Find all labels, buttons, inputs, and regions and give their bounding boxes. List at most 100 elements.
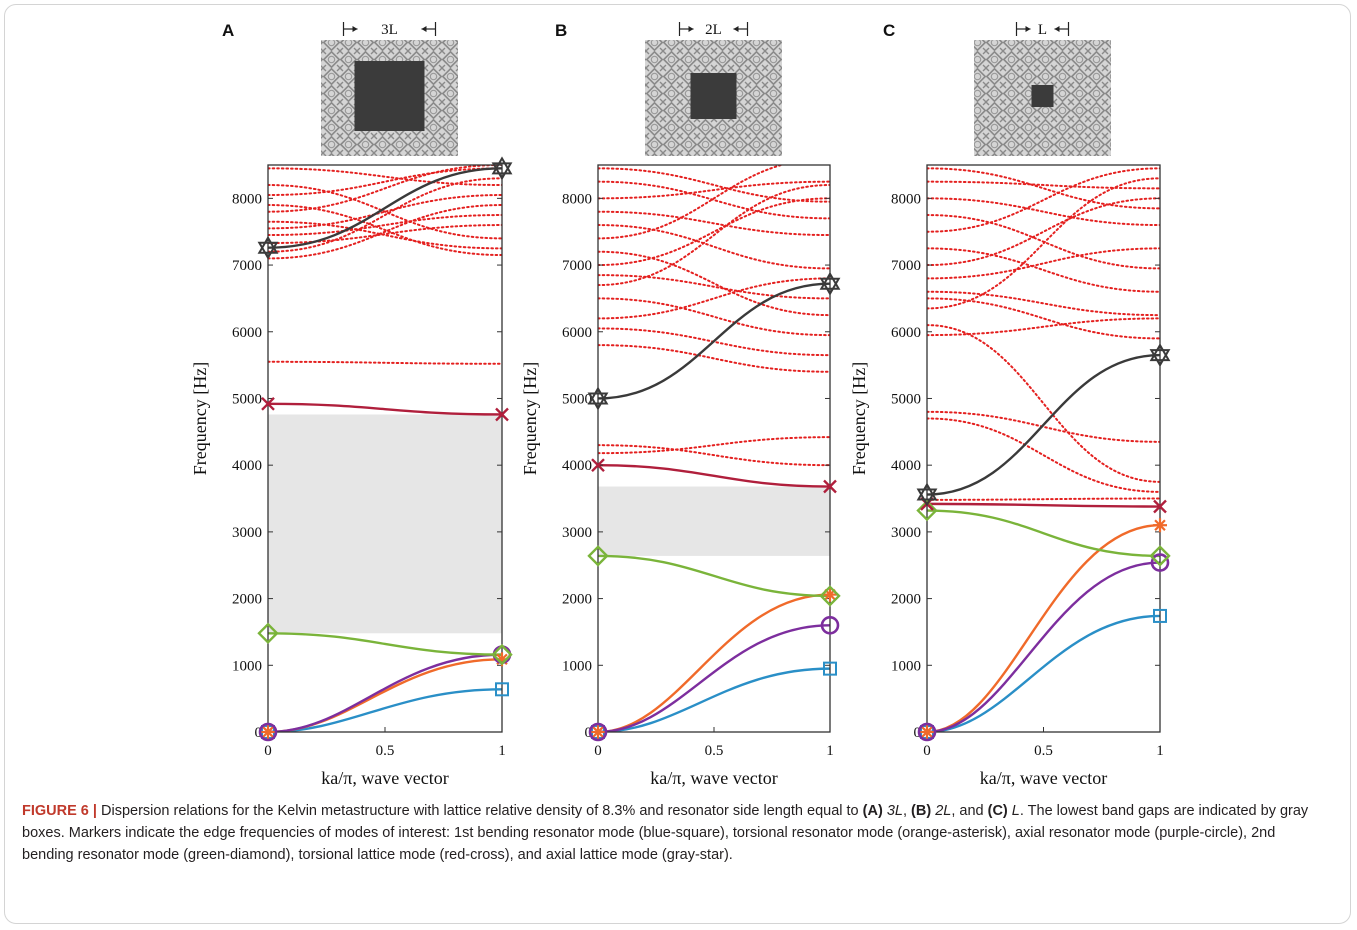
scale-label: 3L — [381, 22, 398, 38]
bending2-curve — [268, 632, 502, 656]
dotted-mode-curve — [927, 197, 1160, 227]
arrow-head — [352, 26, 358, 32]
y-tick-label: 7000 — [562, 258, 592, 274]
cross-marker — [495, 407, 509, 422]
dotted-mode-curve — [268, 177, 502, 253]
bending1-curve — [927, 614, 1160, 732]
dotted-mode-curve — [598, 224, 830, 270]
star-marker — [1149, 343, 1171, 368]
star-triangle — [257, 235, 279, 254]
circle-marker — [258, 722, 278, 742]
y-tick-label: 3000 — [562, 525, 592, 541]
arrow-head — [733, 26, 739, 32]
asterisk-marker — [591, 725, 605, 739]
x-tick-label: 0 — [594, 743, 602, 759]
dotted-mode-curve — [268, 165, 502, 213]
y-tick-label: 8000 — [891, 191, 921, 207]
star-triangle — [916, 488, 938, 507]
plot-area — [927, 167, 1160, 732]
dotted-mode-curve — [598, 165, 786, 240]
axial_lat-curve — [598, 282, 830, 400]
y-tick-label: 6000 — [891, 325, 921, 341]
panel-c: C L 0 1000 2000 3000 4000 5000 6000 7000 8000 0 0.5 1… — [849, 21, 1171, 788]
x-tick-label: 0.5 — [1034, 743, 1053, 759]
caption-text-4: . The lowest band gaps are indicated by … — [22, 803, 1309, 863]
x-axis-label: ka/π, wave vector — [650, 768, 778, 788]
y-tick-label: 2000 — [562, 592, 592, 608]
dotted-mode-curve — [268, 184, 502, 240]
y-tick-label: 1000 — [232, 658, 262, 674]
diamond-marker — [819, 585, 841, 607]
dotted-mode-curve — [927, 167, 1160, 233]
dotted-mode-curve — [268, 204, 502, 260]
caption-value-b: 2L — [935, 803, 952, 819]
caption-text-3: , and — [951, 803, 988, 819]
star-triangle — [491, 162, 513, 181]
y-tick-label: 2000 — [232, 592, 262, 608]
y-tick-label: 4000 — [562, 458, 592, 474]
caption-ref-a: (A) — [862, 803, 883, 819]
dotted-mode-curve — [927, 197, 1160, 267]
panel-a: A 3L 0 1000 2000 3000 4000 5000 6000 7000 8000 0 0.5… — [190, 21, 513, 788]
dotted-mode-curve — [598, 436, 830, 455]
diamond-marker — [587, 545, 609, 567]
asterisk-stroke — [921, 726, 933, 738]
asterisk-marker — [1153, 518, 1167, 533]
caption-label: FIGURE 6 | — [22, 803, 97, 819]
torsional_res-curve — [598, 593, 830, 732]
dotted-mode-curve — [598, 210, 830, 237]
star-marker — [257, 235, 279, 260]
torsional_res-curve — [268, 658, 502, 732]
star-triangle — [587, 386, 609, 405]
dotted-mode-curve — [598, 180, 830, 200]
circle-marker — [1150, 553, 1170, 572]
asterisk-marker — [261, 725, 275, 739]
torsional_res-curve — [927, 524, 1160, 732]
star-marker — [819, 271, 841, 296]
dotted-mode-curve — [268, 224, 502, 245]
dotted-mode-curve — [598, 167, 830, 203]
star-marker — [491, 156, 513, 181]
axial_res-curve — [927, 561, 1160, 732]
y-axis-label: Frequency [Hz] — [849, 362, 869, 475]
cross-stroke — [1153, 499, 1167, 514]
diamond-marker — [257, 622, 279, 644]
axes-box — [597, 164, 831, 733]
y-tick-label: 2000 — [891, 592, 921, 608]
plot-area — [598, 165, 830, 732]
panel-letter: B — [555, 21, 567, 40]
dotted-mode-curve — [598, 197, 830, 267]
y-tick-label: 0 — [914, 725, 922, 741]
star-triangle — [587, 392, 609, 411]
axial_lat-curve — [268, 167, 502, 249]
dotted-mode-curve — [268, 167, 502, 197]
cross-marker — [261, 396, 275, 411]
dotted-mode-curve — [927, 290, 1160, 317]
scale-bar: 3L — [342, 22, 437, 38]
caption-text-1: Dispersion relations for the Kelvin meta… — [96, 803, 863, 819]
resonator-block — [690, 73, 737, 119]
dotted-mode-curve — [927, 247, 1160, 280]
dotted-mode-curve — [268, 194, 502, 230]
arrow-head — [1054, 26, 1060, 32]
caption-ref-c: (C) — [987, 803, 1008, 819]
dotted-mode-curve — [927, 214, 1160, 270]
square-marker — [1153, 608, 1167, 623]
cross-stroke — [823, 479, 837, 494]
resonator-block — [354, 61, 425, 131]
star-triangle — [819, 277, 841, 296]
plot-area — [268, 165, 502, 732]
y-axis-label: Frequency [Hz] — [190, 362, 210, 475]
dotted-mode-curve — [927, 247, 1160, 293]
cross-stroke — [495, 407, 509, 422]
star-triangle — [819, 271, 841, 290]
x-tick-label: 0 — [923, 743, 931, 759]
star-marker — [587, 386, 609, 411]
y-tick-label: 8000 — [232, 191, 262, 207]
y-tick-label: 1000 — [891, 658, 921, 674]
axes-box — [926, 164, 1161, 733]
dotted-mode-curve — [268, 220, 502, 250]
asterisk-stroke — [1154, 519, 1166, 531]
asterisk-marker — [920, 725, 934, 739]
